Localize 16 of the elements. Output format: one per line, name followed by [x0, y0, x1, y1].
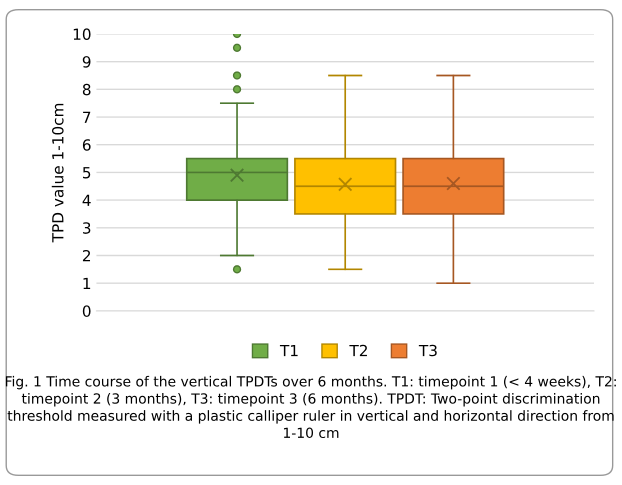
- legend-label: T1: [280, 344, 298, 356]
- y-tick-label: 2: [82, 250, 90, 262]
- y-tick-label: 9: [82, 56, 90, 68]
- y-tick-label: 1: [84, 278, 90, 289]
- y-tick-label: 6: [82, 139, 91, 151]
- y-tick-label: 7: [83, 112, 90, 123]
- y-tick-label: 10: [74, 28, 91, 40]
- y-tick-label: 5: [83, 167, 90, 178]
- legend-label: T2: [349, 344, 367, 356]
- legend-label: T3: [418, 344, 437, 356]
- caption: Fig. 1 Time course of the vertical TPDTs over 6 months. T1: timepoint 1 (< 4 weeks), T2: timepoint 2 (3 months), T3: timepoint 3 (6 months). TPDT: Two-point discrimination threshold measured with a plastic calliper ruler in vertical and horizontal direction from 1-10 cm: [6, 376, 616, 438]
- y-tick-label: 8: [82, 84, 91, 96]
- y-tick-label: 4: [82, 194, 91, 206]
- y-axis-title: TPD value 1-10cm: [52, 104, 64, 242]
- y-tick-label: 3: [82, 222, 90, 234]
- y-tick-label: 0: [82, 305, 91, 317]
